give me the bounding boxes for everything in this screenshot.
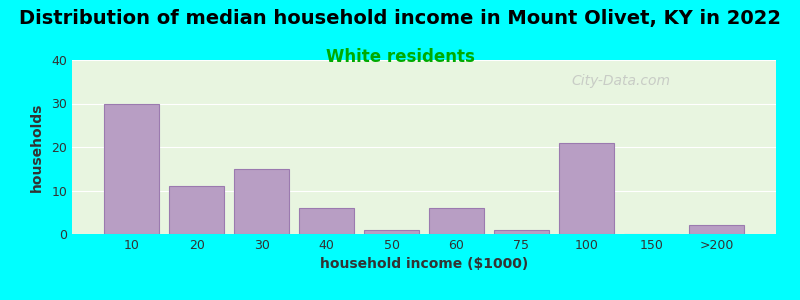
- Bar: [494, 230, 549, 234]
- Bar: [299, 208, 354, 234]
- Bar: [104, 103, 159, 234]
- Text: City-Data.com: City-Data.com: [572, 74, 670, 88]
- Bar: [234, 169, 289, 234]
- Bar: [689, 225, 744, 234]
- Bar: [169, 186, 224, 234]
- X-axis label: household income ($1000): household income ($1000): [320, 257, 528, 272]
- Bar: [429, 208, 484, 234]
- Bar: [559, 143, 614, 234]
- Text: White residents: White residents: [326, 48, 474, 66]
- Text: Distribution of median household income in Mount Olivet, KY in 2022: Distribution of median household income …: [19, 9, 781, 28]
- Bar: [364, 230, 419, 234]
- Y-axis label: households: households: [30, 102, 44, 192]
